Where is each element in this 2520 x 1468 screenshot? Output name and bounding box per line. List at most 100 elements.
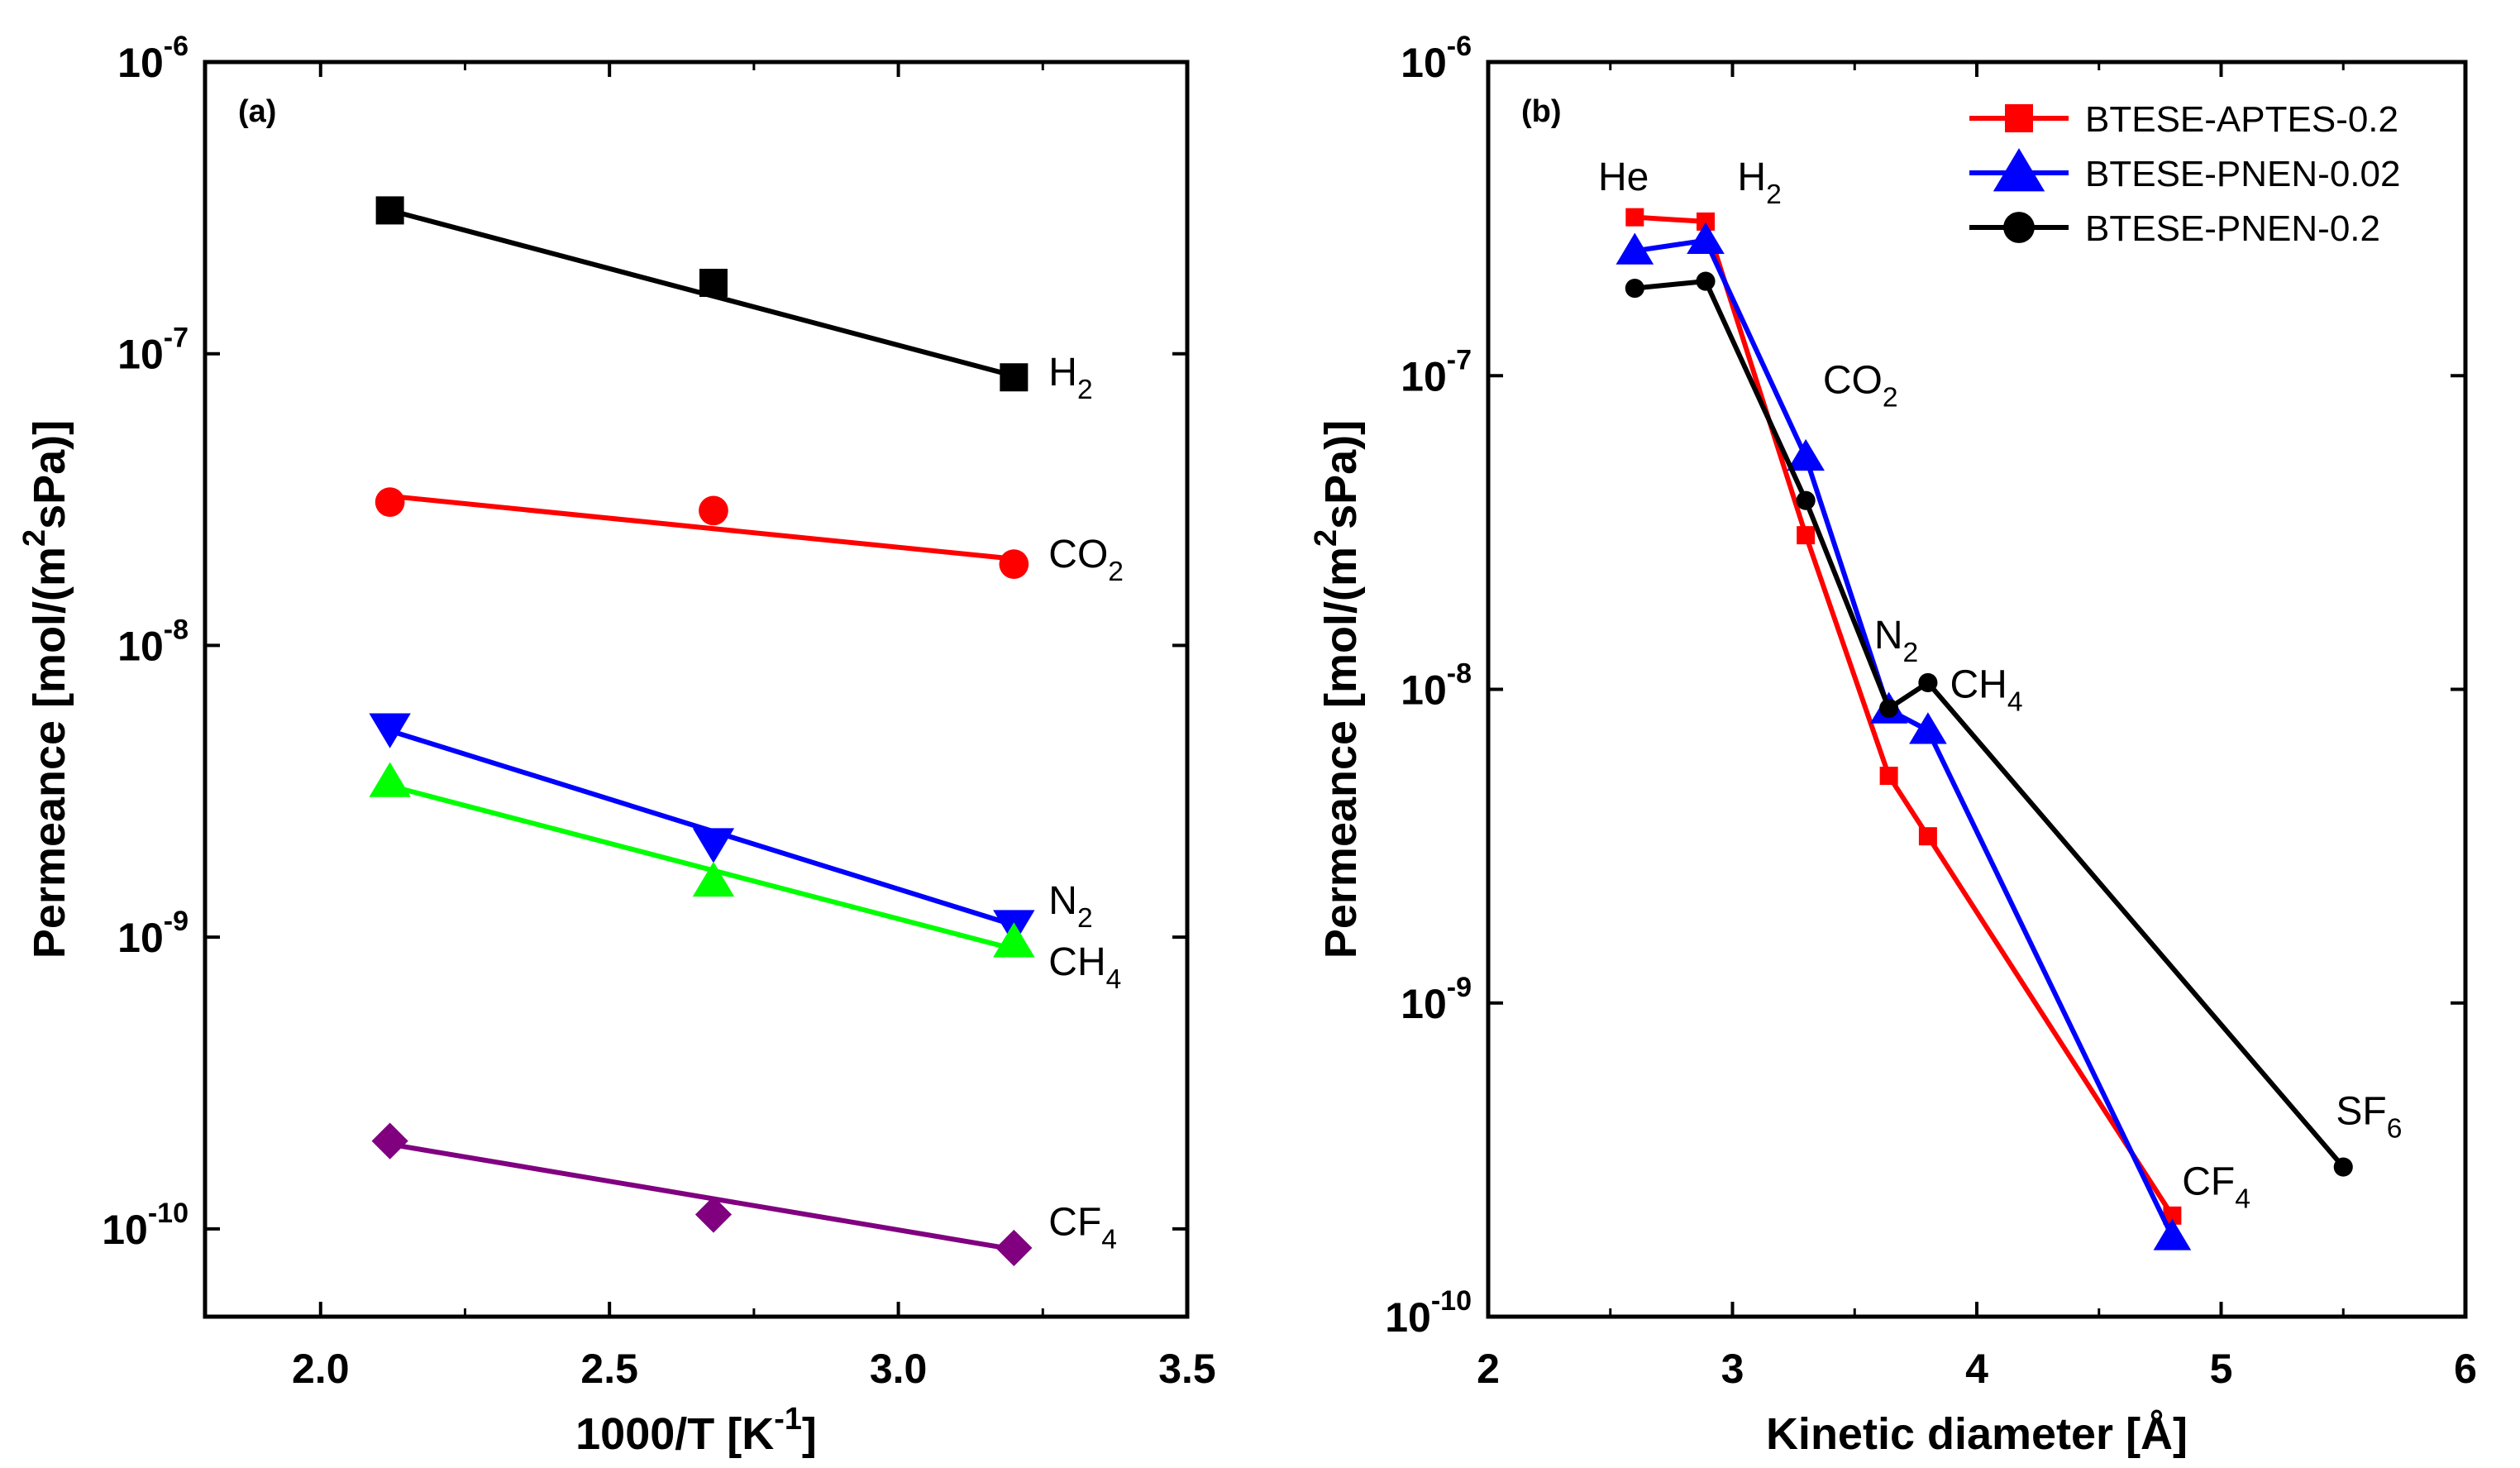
series-2	[1625, 271, 2353, 1177]
legend-label: BTESE-PNEN-0.02	[2085, 154, 2400, 194]
data-point	[1879, 767, 1898, 786]
data-point	[371, 1122, 408, 1160]
data-point	[694, 1196, 733, 1233]
y-tick-label: 10-6​	[1401, 31, 1472, 86]
y-tick-label-part: 10	[117, 332, 164, 378]
gas-label-part: CH	[1048, 940, 1105, 984]
x-tick-label: 4	[1965, 1346, 1988, 1392]
x-tick-label-part: 5	[2210, 1346, 2233, 1392]
x-tick-label: 5	[2210, 1346, 2233, 1392]
gas-label-part: 4	[1101, 1225, 1117, 1255]
gas-label-part: 2	[1077, 903, 1093, 934]
data-point	[369, 762, 411, 797]
gas-label-part: 6	[2387, 1114, 2403, 1145]
y-axis-title: Permeance [mol/(m2​sPa)]	[17, 420, 74, 959]
y-tick-label-part: -8	[1447, 658, 1472, 690]
x-tick-label: 6	[2454, 1346, 2477, 1392]
panel-label: (a)	[238, 94, 276, 129]
gas-label-part: 2	[1108, 557, 1124, 587]
y-axis-title-part: sPa)]	[1316, 420, 1366, 529]
x-tick-label: 2.0	[292, 1346, 350, 1392]
y-axis-title-part: Permeance [mol/(m	[25, 547, 74, 959]
data-point	[1918, 672, 1938, 693]
gas-label: N2​	[1874, 614, 1918, 668]
x-tick-label: 2	[1477, 1346, 1500, 1392]
y-tick-label-part: -7	[1447, 344, 1472, 375]
x-axis-title-part: Kinetic diameter [Å]	[1766, 1409, 2188, 1459]
y-axis-title-part: 2	[17, 529, 52, 547]
gas-label-part: 2	[1903, 638, 1919, 668]
panel-b-chart: 2 3 4 5 6 10-10​ 10-9​ 10-8​ 10-7​ 10-6​ Kinetic d…	[1309, 31, 2477, 1459]
data-point	[1687, 222, 1725, 255]
x-tick-label-part: 4	[1965, 1346, 1988, 1392]
gas-label: H2​	[1048, 351, 1092, 405]
fit-line	[389, 493, 1014, 562]
y-tick-label-part: -9	[164, 906, 189, 937]
data-point	[375, 487, 405, 517]
series-4	[371, 1122, 1033, 1267]
y-tick-label: 10-8​	[1401, 658, 1472, 714]
y-tick-label-part: -9	[1447, 972, 1472, 1003]
x-axis-title-part: -1	[774, 1402, 802, 1437]
y-axis-title-part: Permeance [mol/(m	[1316, 547, 1366, 959]
gas-label: He	[1598, 155, 1649, 199]
series-line	[1635, 278, 2346, 1169]
gas-label: CO2​	[1823, 358, 1898, 413]
series-1	[375, 487, 1029, 579]
gas-label: SF6​	[2336, 1090, 2402, 1145]
gas-label-part: 4	[1106, 964, 1122, 995]
legend-label-part: BTESE-PNEN-0.2	[2085, 208, 2380, 249]
series-line	[1635, 214, 2174, 1217]
gas-label: H2​	[1737, 155, 1781, 210]
legend-marker	[1993, 148, 2045, 192]
data-point	[692, 861, 735, 897]
series-0	[1625, 208, 2182, 1225]
y-tick-label-part: -7	[164, 323, 189, 354]
y-tick-label-part: -10	[1431, 1285, 1472, 1317]
x-tick-label: 3.0	[870, 1346, 928, 1392]
y-tick-label-part: 10	[1401, 353, 1447, 399]
data-point	[369, 713, 411, 748]
data-point	[1625, 278, 1644, 299]
data-point	[1796, 490, 1816, 510]
x-tick-label-part: 2.0	[292, 1346, 350, 1392]
gas-label-part: CO	[1048, 533, 1108, 576]
data-point	[1625, 208, 1644, 227]
data-point	[1909, 712, 1947, 744]
data-point	[2153, 1218, 2192, 1250]
gas-label-part: N	[1874, 614, 1903, 657]
gas-label: CO2​	[1048, 533, 1124, 587]
y-axis-title-part: 2	[1309, 529, 1344, 547]
gas-label-part: SF	[2336, 1090, 2386, 1134]
x-tick-label-part: 3.5	[1158, 1346, 1216, 1392]
y-tick-label-part: 10	[1401, 981, 1447, 1027]
y-tick-label: 10-7​	[1401, 344, 1472, 399]
y-tick-label: 10-10​	[102, 1198, 189, 1253]
legend-label: BTESE-APTES-0.2	[2085, 99, 2398, 140]
x-axis-title-part: 1000/T [K	[575, 1409, 774, 1459]
y-tick-label-part: 10	[102, 1207, 148, 1253]
data-point	[995, 1229, 1033, 1267]
plot-frame	[203, 60, 1190, 1319]
x-tick-label-part: 2	[1477, 1346, 1500, 1392]
data-point	[1616, 232, 1654, 265]
y-tick-label-part: 10	[117, 40, 164, 86]
gas-label-part: N	[1048, 879, 1077, 923]
y-tick-label: 10-9​	[117, 906, 189, 961]
gas-label-part: CO	[1823, 358, 1883, 402]
y-tick-label-part: -10	[148, 1198, 189, 1229]
x-tick-label-part: 6	[2454, 1346, 2477, 1392]
panel-label-part: (a)	[238, 94, 276, 129]
series-0	[375, 196, 1029, 392]
data-point	[2163, 1206, 2182, 1225]
series-2	[369, 713, 1035, 945]
data-point	[692, 828, 735, 863]
legend-entry: BTESE-APTES-0.2	[1969, 99, 2398, 140]
gas-label: CF4​	[2182, 1160, 2250, 1214]
data-point	[1696, 212, 1715, 231]
legend-marker	[2005, 104, 2033, 132]
series-3	[369, 762, 1035, 958]
y-tick-label-part: -6	[1447, 31, 1472, 62]
data-point	[699, 268, 728, 297]
gas-label: CH4​	[1950, 663, 2022, 718]
